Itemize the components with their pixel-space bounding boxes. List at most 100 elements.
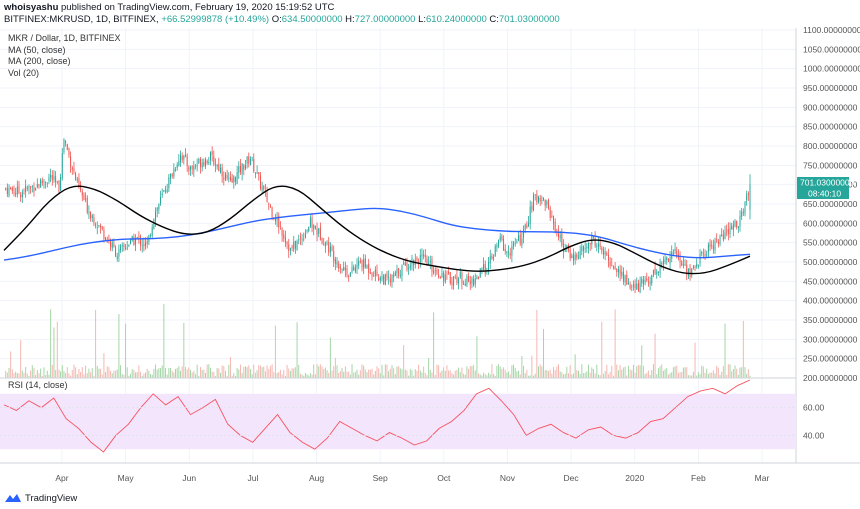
candle-body[interactable]	[113, 243, 115, 247]
candle-body[interactable]	[180, 154, 182, 163]
candle-body[interactable]	[216, 164, 218, 167]
candle-body[interactable]	[739, 215, 741, 227]
candle-body[interactable]	[125, 247, 127, 249]
candle-body[interactable]	[642, 279, 644, 285]
price-axis[interactable]: 1100.00000000 1050.00000000 1000.00000000 9…	[803, 25, 860, 383]
candle-body[interactable]	[554, 221, 556, 233]
candle-body[interactable]	[722, 234, 724, 240]
candle-body[interactable]	[404, 262, 406, 266]
candle-body[interactable]	[476, 276, 478, 280]
candle-body[interactable]	[81, 191, 83, 196]
candle-body[interactable]	[606, 253, 608, 255]
candle-body[interactable]	[171, 173, 173, 177]
candle-body[interactable]	[494, 246, 496, 256]
candle-body[interactable]	[40, 179, 42, 188]
candle-body[interactable]	[336, 261, 338, 265]
candle-body[interactable]	[211, 151, 213, 156]
candle-body[interactable]	[604, 251, 606, 255]
candle-body[interactable]	[576, 254, 578, 258]
candle-body[interactable]	[33, 187, 35, 192]
candle-body[interactable]	[238, 166, 240, 173]
candle-body[interactable]	[15, 193, 17, 195]
candle-body[interactable]	[553, 216, 555, 224]
candle-body[interactable]	[446, 273, 448, 274]
candle-body[interactable]	[558, 231, 560, 237]
candle-body[interactable]	[209, 152, 211, 161]
candle-body[interactable]	[26, 187, 28, 189]
candle-body[interactable]	[21, 192, 23, 198]
candle-body[interactable]	[652, 269, 654, 275]
candle-body[interactable]	[338, 263, 340, 269]
candle-body[interactable]	[231, 178, 233, 183]
candle-body[interactable]	[616, 268, 618, 273]
candle-body[interactable]	[229, 176, 231, 181]
candle-body[interactable]	[636, 283, 638, 290]
candle-body[interactable]	[291, 246, 293, 248]
candle-body[interactable]	[581, 246, 583, 252]
candle-body[interactable]	[103, 229, 105, 239]
candle-body[interactable]	[284, 237, 286, 243]
candle-body[interactable]	[373, 275, 375, 277]
candle-body[interactable]	[356, 265, 358, 268]
candle-body[interactable]	[328, 241, 330, 253]
candle-body[interactable]	[394, 272, 396, 277]
candle-body[interactable]	[359, 261, 361, 263]
candle-body[interactable]	[213, 156, 215, 165]
candle-body[interactable]	[406, 262, 408, 270]
candle-body[interactable]	[153, 219, 155, 229]
candle-body[interactable]	[396, 269, 398, 273]
candle-body[interactable]	[509, 253, 511, 256]
candle-body[interactable]	[577, 257, 579, 259]
candle-body[interactable]	[233, 176, 235, 183]
candle-body[interactable]	[741, 211, 743, 217]
candle-body[interactable]	[371, 272, 373, 277]
candle-body[interactable]	[48, 177, 50, 181]
candle-body[interactable]	[684, 264, 686, 266]
candle-body[interactable]	[194, 165, 196, 167]
candle-body[interactable]	[80, 185, 82, 190]
candle-body[interactable]	[36, 184, 38, 188]
candle-body[interactable]	[701, 252, 703, 254]
candle-body[interactable]	[584, 248, 586, 250]
candle-body[interactable]	[323, 244, 325, 246]
candle-body[interactable]	[173, 168, 175, 177]
candle-body[interactable]	[201, 162, 203, 168]
candle-body[interactable]	[589, 242, 591, 245]
candle-body[interactable]	[190, 166, 191, 170]
candle-body[interactable]	[30, 186, 32, 188]
candle-body[interactable]	[563, 243, 564, 252]
chart-canvas[interactable]: 1100.00000000 1050.00000000 1000.00000000 9…	[0, 0, 860, 489]
candle-body[interactable]	[10, 187, 12, 190]
candle-body[interactable]	[614, 266, 616, 270]
candle-body[interactable]	[609, 261, 611, 266]
candle-body[interactable]	[458, 278, 460, 284]
candle-body[interactable]	[727, 228, 729, 235]
candle-body[interactable]	[254, 172, 256, 174]
candle-body[interactable]	[146, 241, 148, 244]
candle-body[interactable]	[105, 237, 107, 241]
candle-body[interactable]	[428, 262, 430, 265]
candle-body[interactable]	[436, 269, 438, 274]
candle-body[interactable]	[564, 248, 566, 252]
candle-body[interactable]	[228, 177, 230, 179]
candle-body[interactable]	[286, 242, 288, 245]
candle-body[interactable]	[398, 268, 400, 276]
candle-body[interactable]	[459, 272, 461, 278]
candle-body[interactable]	[654, 268, 656, 274]
candle-body[interactable]	[251, 157, 253, 159]
candle-body[interactable]	[358, 260, 360, 266]
candle-body[interactable]	[95, 224, 97, 226]
candle-body[interactable]	[368, 263, 370, 273]
candle-body[interactable]	[318, 228, 320, 234]
candle-body[interactable]	[489, 256, 491, 264]
candle-body[interactable]	[239, 165, 241, 173]
candle-body[interactable]	[8, 187, 10, 196]
candle-body[interactable]	[120, 246, 122, 251]
candle-body[interactable]	[301, 239, 303, 240]
candle-body[interactable]	[491, 255, 493, 260]
candle-body[interactable]	[433, 270, 435, 274]
candle-body[interactable]	[689, 267, 691, 278]
candle-body[interactable]	[304, 233, 306, 238]
candle-body[interactable]	[571, 255, 573, 259]
candle-body[interactable]	[20, 194, 22, 198]
